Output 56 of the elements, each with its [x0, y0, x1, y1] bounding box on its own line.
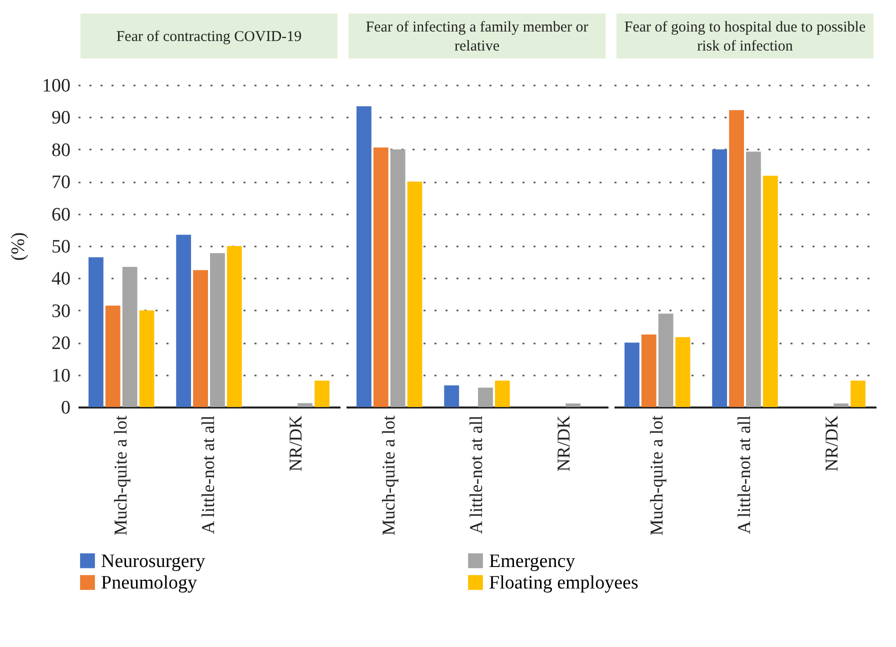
chart-title: Fear of going to hospital due to possible risk of infection [624, 20, 866, 54]
bar [834, 403, 849, 407]
y-tick-label: 10 [52, 365, 70, 386]
bar [390, 149, 406, 407]
bar [88, 257, 104, 407]
bar [314, 380, 330, 407]
bar [746, 152, 761, 407]
x-tick-label: A little-not at all [466, 416, 486, 534]
legend-label: Floating employees [489, 572, 638, 594]
bar [193, 270, 208, 407]
bar [176, 234, 192, 407]
bar [298, 403, 313, 407]
legend-label: Pneumology [101, 572, 198, 594]
bar [494, 380, 510, 407]
bar [105, 306, 120, 407]
bar [226, 246, 242, 407]
x-tick-label: Much-quite a lot [646, 416, 666, 536]
y-tick-label: 20 [52, 333, 70, 354]
y-tick-label: 80 [52, 140, 70, 161]
y-tick-label: 30 [52, 300, 70, 322]
y-tick-label: 90 [52, 108, 70, 129]
bar [356, 106, 372, 407]
x-tick-label: A little-not at all [198, 416, 218, 534]
bar [624, 342, 640, 407]
bar [658, 314, 674, 407]
x-tick-label: Much-quite a lot [110, 416, 130, 536]
bar [407, 182, 422, 407]
x-tick-label: Much-quite a lot [378, 416, 398, 536]
chart-title: Fear of infecting a family member or relative [366, 20, 588, 54]
x-tick-label: A little-not at all [734, 416, 754, 534]
bar [641, 334, 656, 407]
bar [122, 266, 138, 407]
x-tick-label: NR/DK [286, 416, 306, 472]
bar [675, 337, 690, 407]
bar [478, 388, 493, 407]
chart-title: Fear of contracting COVID-19 [116, 29, 302, 45]
y-tick-label: 70 [52, 172, 70, 194]
bar [729, 110, 744, 407]
y-tick-label: 50 [52, 236, 70, 258]
x-tick-label: NR/DK [554, 416, 574, 472]
bar [373, 147, 388, 407]
y-tick-label: 0 [61, 398, 70, 418]
bar [850, 380, 866, 407]
bar [210, 253, 225, 407]
bar [762, 176, 778, 407]
y-tick-label: 100 [42, 76, 70, 96]
legend-label: Emergency [489, 550, 576, 572]
bar [139, 310, 154, 407]
y-axis-title: (%) [8, 232, 29, 261]
bar [566, 403, 581, 407]
y-tick-label: 60 [52, 204, 70, 226]
y-tick-label: 40 [52, 268, 70, 290]
x-tick-label: NR/DK [822, 416, 842, 472]
legend-label: Neurosurgery [101, 550, 206, 572]
bar [444, 385, 460, 407]
bar [712, 149, 728, 407]
